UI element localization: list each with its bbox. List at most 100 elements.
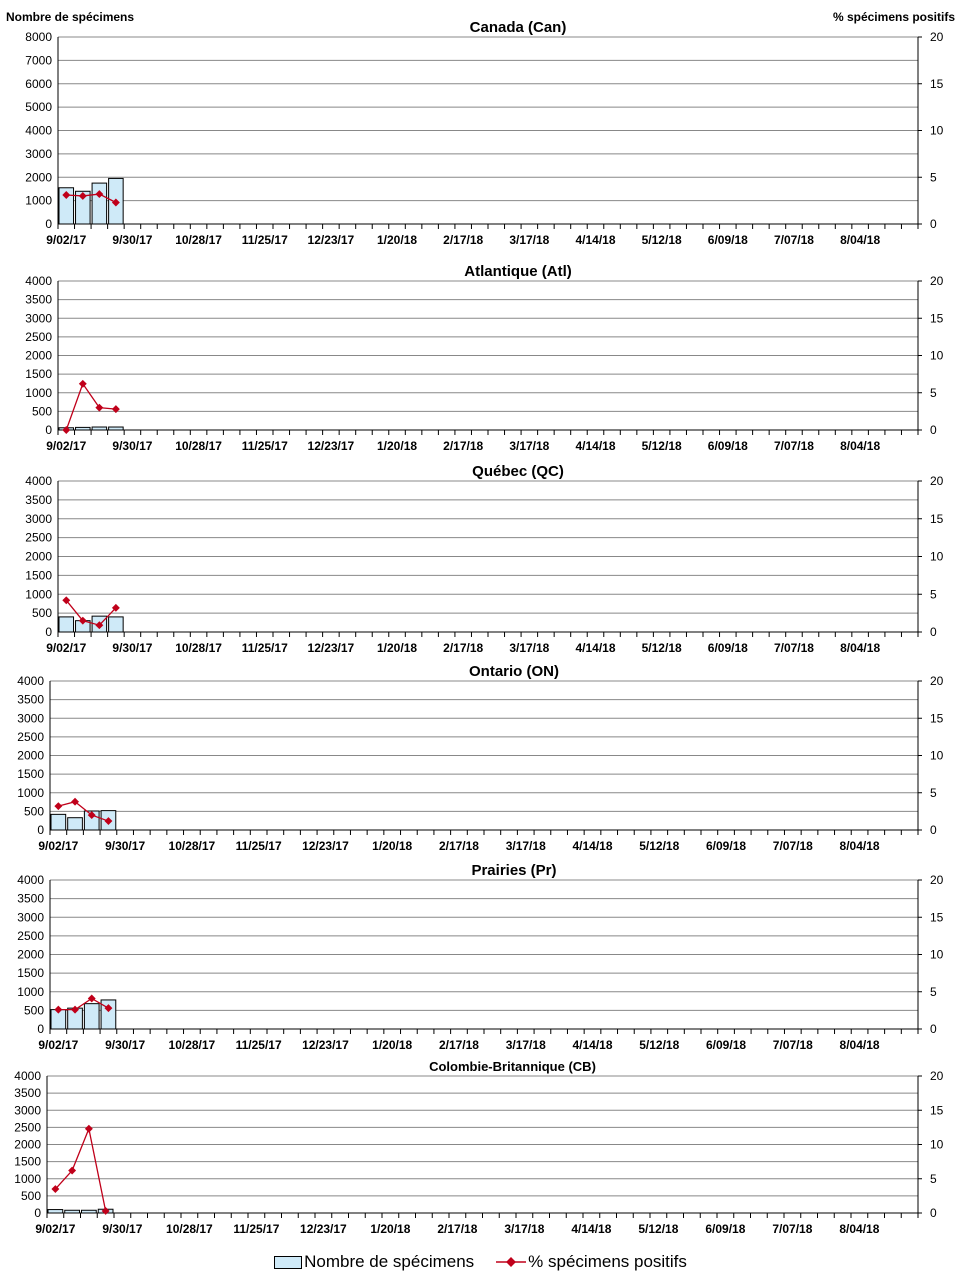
y-left-tick-label: 7000 <box>25 53 52 67</box>
chart-panel: 0 500 1000 1500 2000 2500 3000 3500 4000 0 5 10 15 20… <box>17 663 943 853</box>
y-right-tick-label: 15 <box>930 77 944 91</box>
y-left-tick-label: 3000 <box>14 1103 41 1117</box>
y-left-tick-label: 6000 <box>25 77 52 91</box>
x-tick-label: 6/09/18 <box>708 233 748 247</box>
y-right-tick-label: 10 <box>930 749 944 763</box>
x-tick-label: 6/09/18 <box>706 839 746 853</box>
x-tick-label: 12/23/17 <box>308 233 355 247</box>
x-tick-label: 9/02/17 <box>46 439 86 453</box>
x-tick-label: 9/30/17 <box>105 1038 145 1052</box>
series-line <box>58 800 109 822</box>
line-point <box>111 603 120 612</box>
x-tick-label: 4/14/18 <box>575 233 615 247</box>
bar <box>50 813 67 831</box>
y-left-tick-label: 1000 <box>17 985 44 999</box>
bar <box>108 616 124 633</box>
y-left-tick-label: 2000 <box>25 349 52 363</box>
x-tick-label: 5/12/18 <box>642 641 682 655</box>
bar <box>83 1003 100 1030</box>
line-point <box>95 403 104 412</box>
y-left-tick-label: 1500 <box>25 568 52 582</box>
line-point <box>54 802 63 811</box>
legend-item-bars: Nombre de spécimens <box>274 1252 474 1272</box>
bar <box>75 426 91 431</box>
series-line <box>66 193 117 204</box>
y-left-tick-label: 5000 <box>25 100 52 114</box>
x-tick-label: 6/09/18 <box>705 1222 745 1236</box>
y-left-tick-label: 2500 <box>17 929 44 943</box>
x-tick-label: 2/17/18 <box>439 839 479 853</box>
left-axis-title: Nombre de spécimens <box>6 10 135 24</box>
x-tick-label: 3/17/18 <box>509 439 549 453</box>
y-right-tick-label: 10 <box>930 349 944 363</box>
y-left-tick-label: 0 <box>34 1206 41 1220</box>
y-right-tick-label: 15 <box>930 311 944 325</box>
line-point <box>111 405 120 414</box>
x-tick-label: 7/07/18 <box>772 1222 812 1236</box>
x-tick-label: 9/30/17 <box>102 1222 142 1236</box>
y-left-tick-label: 8000 <box>25 30 52 44</box>
y-left-tick-label: 3000 <box>25 512 52 526</box>
y-left-tick-label: 500 <box>21 1189 41 1203</box>
x-tick-label: 3/17/18 <box>504 1222 544 1236</box>
y-left-tick-label: 0 <box>37 1022 44 1036</box>
x-tick-label: 3/17/18 <box>506 839 546 853</box>
y-right-tick-label: 15 <box>930 711 944 725</box>
x-tick-label: 11/25/17 <box>233 1222 279 1236</box>
y-left-tick-label: 3000 <box>17 910 44 924</box>
y-right-tick-label: 10 <box>930 1138 944 1152</box>
y-left-tick-label: 0 <box>37 823 44 837</box>
x-tick-label: 7/07/18 <box>774 641 814 655</box>
x-tick-label: 9/02/17 <box>46 641 86 655</box>
y-left-tick-label: 1500 <box>17 767 44 781</box>
bar <box>58 187 75 225</box>
bar <box>91 182 108 225</box>
x-tick-label: 8/04/18 <box>840 1038 880 1052</box>
y-left-tick-label: 1000 <box>25 587 52 601</box>
y-left-tick-label: 500 <box>32 606 52 620</box>
y-left-tick-label: 2000 <box>14 1138 41 1152</box>
line-point <box>62 426 71 434</box>
bar <box>108 426 124 431</box>
bar <box>47 1209 64 1214</box>
y-left-tick-label: 3000 <box>25 311 52 325</box>
y-right-tick-label: 0 <box>930 1022 937 1036</box>
legend-line-label: % spécimens positifs <box>528 1252 687 1271</box>
series-line <box>58 997 109 1011</box>
legend-bars-label: Nombre de spécimens <box>304 1252 475 1271</box>
y-left-tick-label: 3500 <box>17 693 44 707</box>
x-tick-label: 11/25/17 <box>242 233 288 247</box>
y-right-tick-label: 0 <box>930 217 937 231</box>
chart-panel: 0 500 1000 1500 2000 2500 3000 3500 4000 0 5 10 15 20… <box>25 463 943 655</box>
x-tick-label: 8/04/18 <box>839 1222 879 1236</box>
x-tick-label: 12/23/17 <box>302 1038 349 1052</box>
x-tick-label: 4/14/18 <box>575 439 615 453</box>
y-right-tick-label: 5 <box>930 587 937 601</box>
x-tick-label: 5/12/18 <box>639 1038 679 1052</box>
x-tick-label: 12/23/17 <box>302 839 349 853</box>
legend-line-swatch <box>496 1257 527 1267</box>
x-tick-label: 8/04/18 <box>840 839 880 853</box>
y-left-tick-label: 0 <box>45 423 52 437</box>
x-tick-label: 10/28/17 <box>166 1222 213 1236</box>
chart-panel: 0 500 1000 1500 2000 2500 3000 3500 4000 0 5 10 15 20… <box>17 862 943 1052</box>
chart-panel: 0 500 1000 1500 2000 2500 3000 3500 4000 0 5 10 15 20… <box>14 1059 943 1236</box>
chart-title: Canada (Can) <box>470 19 567 36</box>
y-left-tick-label: 500 <box>24 804 44 818</box>
x-tick-label: 1/20/18 <box>377 439 417 453</box>
x-tick-label: 4/14/18 <box>572 839 612 853</box>
x-tick-label: 12/23/17 <box>300 1222 347 1236</box>
x-tick-label: 10/28/17 <box>175 439 222 453</box>
line-point <box>111 198 120 207</box>
chart-title: Ontario (ON) <box>469 663 559 680</box>
y-left-tick-label: 4000 <box>17 873 44 887</box>
y-left-tick-label: 3000 <box>25 147 52 161</box>
bar <box>75 190 91 225</box>
x-tick-label: 9/02/17 <box>38 839 78 853</box>
y-right-tick-label: 0 <box>930 1206 937 1220</box>
y-left-tick-label: 4000 <box>17 674 44 688</box>
y-left-tick-label: 1000 <box>25 194 52 208</box>
x-tick-label: 8/04/18 <box>840 641 880 655</box>
x-tick-label: 1/20/18 <box>372 839 412 853</box>
y-right-tick-label: 20 <box>930 30 944 44</box>
